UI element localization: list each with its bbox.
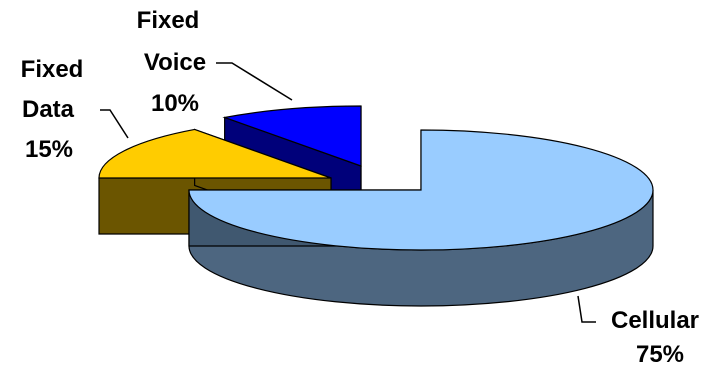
- leader-line-fixed-data: [100, 109, 129, 139]
- slice-fixed-voice-top: [222, 105, 362, 167]
- leader-line-cellular: [577, 295, 596, 323]
- label-fixed-data-name-line2: Data: [22, 96, 75, 123]
- label-fixed-voice-name-line2: Voice: [144, 49, 206, 76]
- label-cellular: Cellular 75%: [611, 307, 699, 368]
- label-fixed-voice: Fixed Voice 10%: [137, 7, 206, 117]
- pie-slices: [98, 105, 654, 307]
- label-fixed-voice-value: 10%: [151, 90, 199, 117]
- slice-cellular: [188, 129, 654, 307]
- label-fixed-data: Fixed Data 15%: [21, 56, 84, 163]
- label-cellular-name: Cellular: [611, 307, 699, 334]
- label-fixed-voice-name-line1: Fixed: [137, 7, 200, 34]
- slice-fixed-data-top: [98, 128, 332, 179]
- label-cellular-value: 75%: [636, 341, 684, 368]
- leader-line-fixed-voice: [216, 62, 293, 101]
- slice-cellular-top: [188, 129, 654, 251]
- label-fixed-data-name-line1: Fixed: [21, 56, 84, 83]
- label-fixed-data-value: 15%: [25, 136, 73, 163]
